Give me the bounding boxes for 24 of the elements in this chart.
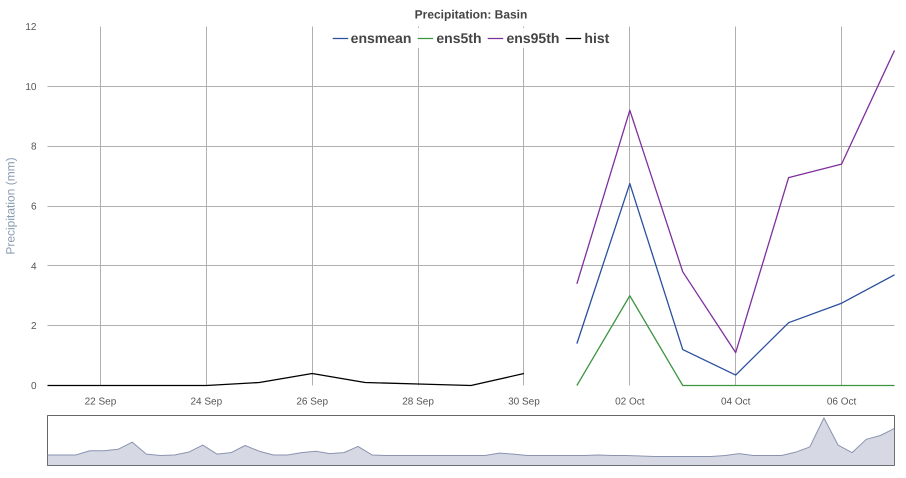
y-tick-label: 4: [30, 261, 37, 272]
x-tick-label: 26 Sep: [296, 396, 328, 408]
y-tick-label: 6: [30, 202, 37, 212]
legend-label: hist: [584, 30, 610, 46]
x-tick-label: 30 Sep: [508, 396, 540, 408]
x-tick-label: 24 Sep: [190, 396, 223, 408]
x-tick-label: 04 Oct: [720, 396, 751, 408]
legend-label: ens5th: [436, 30, 482, 46]
x-tick-label: 06 Oct: [826, 396, 857, 408]
y-tick-label: 2: [30, 321, 37, 332]
y-tick-label: 10: [25, 82, 37, 93]
legend-label: ens95th: [506, 30, 560, 46]
y-tick-label: 0: [30, 381, 37, 392]
line-series: [46, 372, 525, 386]
x-tick-label: 02 Oct: [615, 396, 645, 408]
chart-title: Precipitation: Basin: [414, 8, 528, 22]
y-axis-title: Precipitation (mm): [3, 157, 18, 255]
line-series: [576, 182, 896, 376]
y-tick-label: 8: [30, 142, 37, 153]
line-series: [576, 50, 896, 354]
x-tick-label: 22 Sep: [84, 396, 117, 408]
x-tick-label: 28 Sep: [402, 396, 434, 408]
y-tick-label: 12: [25, 22, 37, 33]
legend-label: ensmean: [350, 30, 412, 46]
